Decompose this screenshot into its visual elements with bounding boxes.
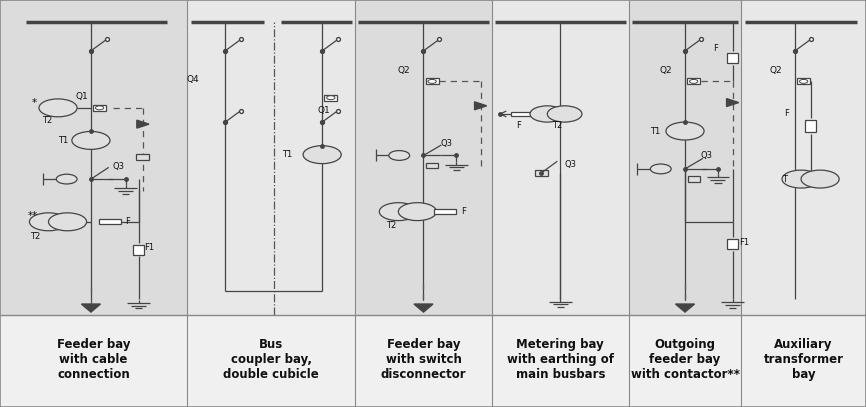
Circle shape [48,213,87,231]
Bar [354,315,492,407]
Bar [688,176,700,182]
Circle shape [530,106,565,122]
Text: T2: T2 [552,121,562,130]
Text: **: ** [28,211,38,221]
Circle shape [389,151,410,160]
Bar [629,315,741,407]
Text: T: T [782,175,787,184]
Bar [137,153,149,160]
Bar [492,0,630,315]
Bar [727,53,739,63]
Text: Q1: Q1 [318,106,331,115]
Text: Q4: Q4 [186,75,199,84]
Text: T1: T1 [650,127,661,136]
Bar [426,163,438,168]
Text: Q3: Q3 [113,162,125,171]
Circle shape [782,170,820,188]
Circle shape [650,164,671,174]
Bar [511,112,532,116]
Text: T1: T1 [282,150,293,159]
Bar [727,239,739,249]
Bar [629,0,741,315]
Circle shape [689,79,698,83]
Bar [0,0,187,315]
Bar [805,120,817,132]
Text: F: F [126,217,131,226]
Bar [354,0,492,315]
Circle shape [547,106,582,122]
Text: F: F [461,207,466,216]
Text: Q2: Q2 [769,66,782,74]
Polygon shape [727,98,739,107]
Text: Q2: Q2 [397,66,410,74]
Text: Bus
coupler bay,
double cubicle: Bus coupler bay, double cubicle [223,338,319,381]
Text: Auxiliary
transformer
bay: Auxiliary transformer bay [764,338,843,381]
Text: F: F [516,121,521,130]
Circle shape [39,99,77,117]
Circle shape [56,174,77,184]
Text: Q1: Q1 [75,92,88,101]
Text: T1: T1 [58,136,68,145]
Circle shape [72,131,110,149]
Circle shape [398,203,436,221]
Bar [324,94,338,101]
Text: T2: T2 [386,221,397,230]
Polygon shape [137,120,149,128]
Circle shape [95,106,104,110]
Circle shape [799,79,808,83]
Text: Q3: Q3 [701,151,713,160]
Bar [187,315,354,407]
Text: Q3: Q3 [441,139,453,148]
Text: F1: F1 [145,243,155,252]
Bar [434,209,456,214]
Bar [133,245,144,256]
Bar [688,78,701,85]
Polygon shape [475,102,487,110]
Circle shape [379,203,417,221]
Text: F: F [713,44,718,53]
Bar [798,78,811,85]
Circle shape [303,146,341,164]
Text: Q3: Q3 [565,160,577,169]
Bar [534,170,547,176]
Bar [741,315,866,407]
Text: *: * [32,98,37,108]
Circle shape [666,122,704,140]
Bar [187,0,354,315]
Text: F1: F1 [740,238,750,247]
Polygon shape [81,304,100,312]
Bar [492,315,630,407]
Polygon shape [675,304,695,312]
Bar [741,0,866,315]
Text: T2: T2 [30,232,41,241]
Text: F: F [785,109,790,118]
Circle shape [801,170,839,188]
Circle shape [428,79,436,83]
Text: Metering bay
with earthing of
main busbars: Metering bay with earthing of main busba… [507,338,614,381]
Bar [99,219,121,225]
Text: T2: T2 [42,116,53,125]
Text: Feeder bay
with cable
connection: Feeder bay with cable connection [57,338,130,381]
Bar [0,315,187,407]
Text: Feeder bay
with switch
disconnector: Feeder bay with switch disconnector [381,338,466,381]
Bar [93,105,106,111]
Bar [426,78,438,85]
Text: Q2: Q2 [659,66,672,74]
Circle shape [326,96,335,100]
Polygon shape [414,304,433,312]
Circle shape [29,213,68,231]
Text: Outgoing
feeder bay
with contactor**: Outgoing feeder bay with contactor** [630,338,740,381]
